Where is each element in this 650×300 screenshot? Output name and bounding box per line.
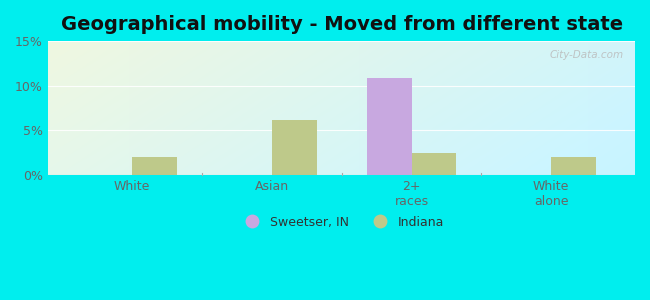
Bar [411, 153, 456, 175]
Bar [272, 120, 317, 175]
Bar [367, 78, 411, 175]
Text: City-Data.com: City-Data.com [549, 50, 623, 61]
Bar [132, 157, 177, 175]
Legend: Sweetser, IN, Indiana: Sweetser, IN, Indiana [235, 211, 448, 234]
Title: Geographical mobility - Moved from different state: Geographical mobility - Moved from diffe… [60, 15, 623, 34]
Bar [551, 157, 596, 175]
